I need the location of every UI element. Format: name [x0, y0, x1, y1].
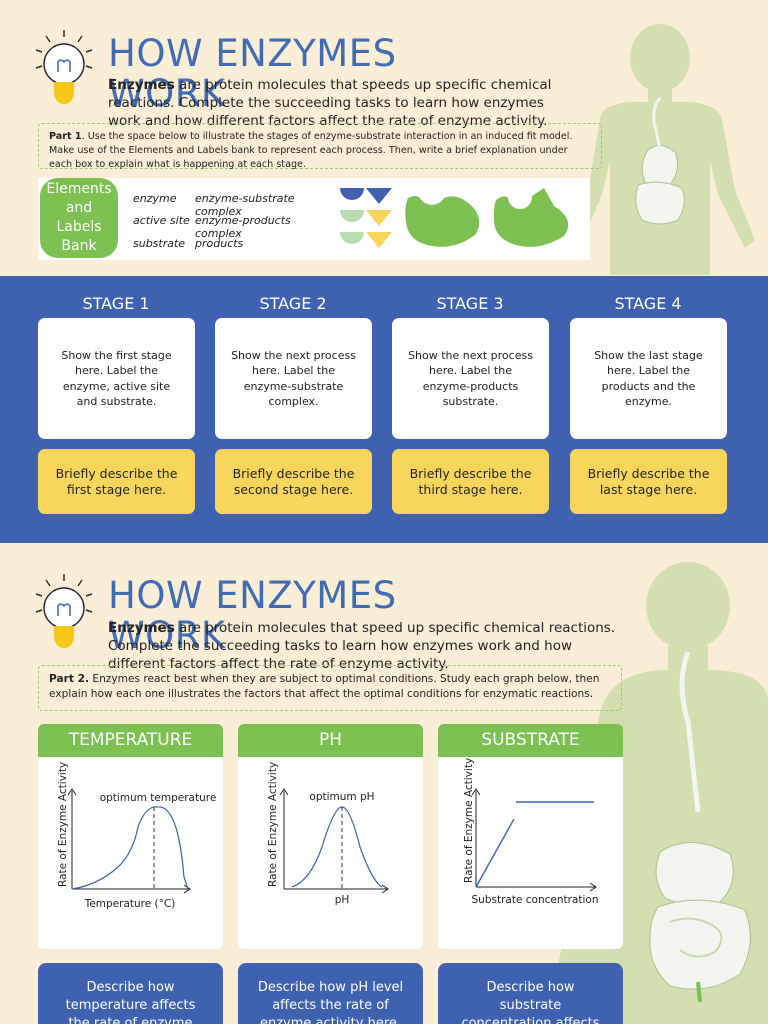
enzyme-shape-2: [494, 188, 568, 247]
substrate-desc: Describe how substrate concentration aff…: [461, 980, 599, 1024]
temperature-annotation: optimum temperature: [100, 792, 217, 804]
intro-bold: Enzymes: [108, 77, 175, 93]
substrate-graph: Rate of Enzyme Activity Substrate concen…: [438, 757, 623, 949]
lightbulb-icon-2: [32, 572, 96, 652]
graph-ph-heading: PH: [238, 724, 423, 757]
stage-3-prompt: Show the next process here. Label the en…: [406, 348, 535, 410]
graph-temperature-heading: TEMPERATURE: [38, 724, 223, 757]
graph-temperature-description-box[interactable]: Describe how temperature affects the rat…: [38, 963, 223, 1024]
product-shape-yellow-triangle-2: [366, 232, 392, 248]
bank-heading-text: Elements and Labels Bank: [42, 180, 116, 256]
stage-2-description-box[interactable]: Briefly describe the second stage here.: [215, 449, 372, 514]
ph-ylabel: Rate of Enzyme Activity: [267, 762, 279, 887]
stage-1-desc: Briefly describe the first stage here.: [50, 466, 183, 498]
stage-1-drawing-box[interactable]: Show the first stage here. Label the enz…: [38, 318, 195, 439]
substrate-shape-blue-semicircle: [340, 188, 364, 200]
stage-2-title: STAGE 2: [215, 294, 371, 313]
part2-text: Enzymes react best when they are subject…: [49, 673, 599, 700]
stage-3-description-box[interactable]: Briefly describe the third stage here.: [392, 449, 549, 514]
graph-substrate-heading: SUBSTRATE: [438, 724, 623, 757]
stage-1-title: STAGE 1: [38, 294, 194, 313]
temperature-ylabel: Rate of Enzyme Activity: [57, 762, 69, 887]
part1-instructions: Part 1. Use the space below to illustrat…: [38, 123, 602, 169]
product-shape-green-semicircle-2: [340, 232, 364, 244]
stage-3-title: STAGE 3: [392, 294, 548, 313]
stage-4-prompt: Show the last stage here. Label the prod…: [584, 348, 713, 410]
stage-1-prompt: Show the first stage here. Label the enz…: [52, 348, 181, 410]
substrate-ylabel: Rate of Enzyme Activity: [463, 758, 475, 883]
intro-bold-2: Enzymes: [108, 620, 175, 636]
ph-graph: Rate of Enzyme Activity optimum pH pH: [238, 757, 423, 949]
graph-substrate-description-box[interactable]: Describe how substrate concentration aff…: [438, 963, 623, 1024]
graph-substrate-card: Rate of Enzyme Activity Substrate concen…: [438, 757, 623, 949]
stage-2-desc: Briefly describe the second stage here.: [227, 466, 360, 498]
stage-4-drawing-box[interactable]: Show the last stage here. Label the prod…: [570, 318, 727, 439]
bank-heading: Elements and Labels Bank: [40, 178, 118, 258]
ph-xlabel: pH: [335, 894, 350, 906]
temperature-desc: Describe how temperature affects the rat…: [66, 980, 196, 1024]
part2-instructions: Part 2. Enzymes react best when they are…: [38, 665, 622, 711]
ph-desc: Describe how pH level affects the rate o…: [258, 980, 403, 1024]
graph-ph-description-box[interactable]: Describe how pH level affects the rate o…: [238, 963, 423, 1024]
intro-text: are protein molecules that speeds up spe…: [108, 77, 551, 129]
product-shape-yellow-triangle: [366, 210, 392, 226]
stage-3-drawing-box[interactable]: Show the next process here. Label the en…: [392, 318, 549, 439]
temperature-xlabel: Temperature (°C): [84, 898, 176, 910]
stage-2-drawing-box[interactable]: Show the next process here. Label the en…: [215, 318, 372, 439]
stage-3-desc: Briefly describe the third stage here.: [404, 466, 537, 498]
temperature-graph: Rate of Enzyme Activity optimum temperat…: [38, 757, 223, 949]
bank-shapes: [336, 184, 576, 256]
bank-term-products: products: [195, 237, 243, 250]
part1-text: . Use the space below to illustrate the …: [49, 131, 573, 170]
intro-paragraph: Enzymes are protein molecules that speed…: [108, 76, 568, 130]
stage-4-desc: Briefly describe the last stage here.: [582, 466, 715, 498]
ph-annotation: optimum pH: [309, 791, 374, 803]
stage-4-title: STAGE 4: [570, 294, 726, 313]
stage-4-description-box[interactable]: Briefly describe the last stage here.: [570, 449, 727, 514]
product-shape-green-semicircle: [340, 210, 364, 222]
part2-label: Part 2.: [49, 673, 89, 685]
elements-labels-bank: Elements and Labels Bank enzyme active s…: [38, 178, 590, 260]
graph-temperature-card: Rate of Enzyme Activity optimum temperat…: [38, 757, 223, 949]
graph-ph-card: Rate of Enzyme Activity optimum pH pH: [238, 757, 423, 949]
bank-term-enzyme: enzyme: [133, 192, 177, 205]
enzyme-shape-1: [405, 196, 479, 247]
part1-label: Part 1: [49, 131, 82, 142]
stage-2-prompt: Show the next process here. Label the en…: [229, 348, 358, 410]
stage-1-description-box[interactable]: Briefly describe the first stage here.: [38, 449, 195, 514]
lightbulb-icon: [32, 28, 96, 108]
substrate-shape-blue-triangle: [366, 188, 392, 204]
substrate-xlabel: Substrate concentration: [472, 894, 599, 906]
bank-term-substrate: substrate: [133, 237, 185, 250]
bank-term-active-site: active site: [133, 214, 190, 227]
